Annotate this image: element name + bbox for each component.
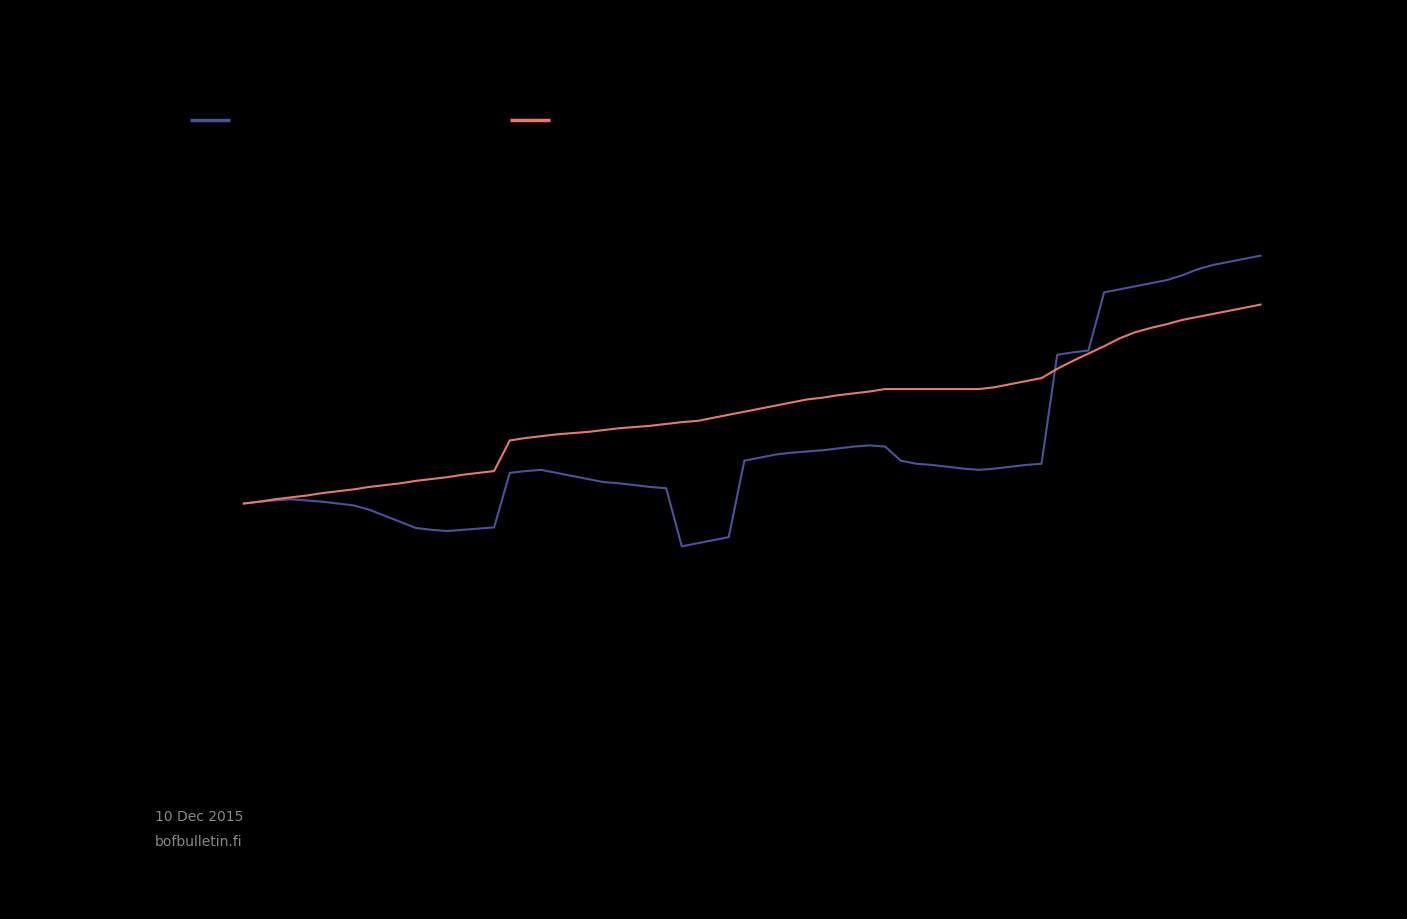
Text: 10 Dec 2015: 10 Dec 2015: [155, 810, 243, 824]
Text: bofbulletin.fi: bofbulletin.fi: [155, 835, 242, 849]
